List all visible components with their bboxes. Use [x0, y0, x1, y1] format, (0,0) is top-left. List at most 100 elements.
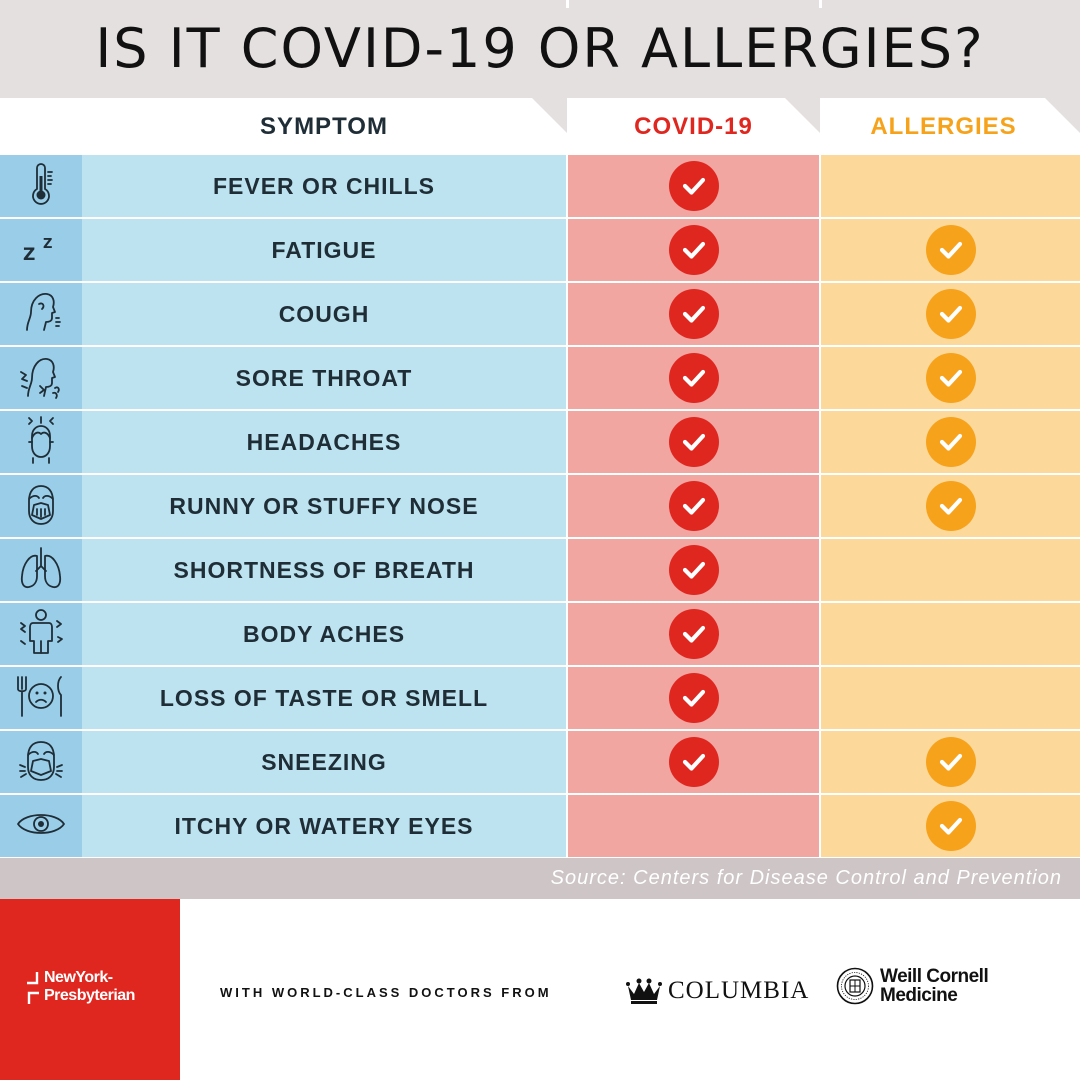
- checkmark-icon: [682, 305, 705, 323]
- eye-icon: [16, 809, 66, 844]
- checkmark-icon: [939, 433, 962, 451]
- table-row: LOSS OF TASTE OR SMELL: [0, 667, 1080, 731]
- sneezing-icon: [18, 737, 64, 788]
- columbia-logo: COLUMBIA: [626, 977, 809, 1005]
- tagline: WITH WORLD-CLASS DOCTORS FROM: [220, 985, 552, 1000]
- table-row: FEVER OR CHILLS: [0, 155, 1080, 219]
- allergies-check: [925, 225, 976, 275]
- symptom-label: SHORTNESS OF BREATH: [82, 539, 566, 601]
- symptom-label: RUNNY OR STUFFY NOSE: [82, 475, 566, 537]
- symptom-icon-cell: [0, 795, 82, 857]
- wcm-logo: Weill Cornell Medicine: [836, 966, 989, 1006]
- checkmark-icon: [682, 753, 705, 771]
- covid-cell: [568, 283, 819, 345]
- allergies-check: [925, 353, 976, 403]
- corner-fold: [532, 98, 567, 133]
- source-note: Source: Centers for Disease Control and …: [550, 867, 1062, 889]
- columbia-wordmark: COLUMBIA: [668, 977, 810, 1004]
- covid-cell: [568, 731, 819, 793]
- allergies-cell: [821, 347, 1080, 409]
- allergies-cell: [821, 155, 1080, 217]
- symptom-icon-cell: [0, 603, 82, 665]
- symptom-column-header: SYMPTOM: [260, 113, 388, 140]
- table-row: SNEEZING: [0, 731, 1080, 795]
- allergies-check: [925, 289, 976, 339]
- checkmark-icon: [682, 497, 705, 515]
- thermometer-icon: [21, 162, 61, 211]
- symptom-label: SNEEZING: [82, 731, 566, 793]
- symptom-label: FATIGUE: [82, 219, 566, 281]
- allergies-check: [925, 417, 976, 467]
- table-row: ITCHY OR WATERY EYES: [0, 795, 1080, 859]
- symptom-icon-cell: [0, 155, 82, 217]
- symptom-label: ITCHY OR WATERY EYES: [82, 795, 566, 857]
- table-row: RUNNY OR STUFFY NOSE: [0, 475, 1080, 539]
- checkmark-icon: [939, 753, 962, 771]
- allergies-cell: [821, 283, 1080, 345]
- symptom-label: FEVER OR CHILLS: [82, 155, 566, 217]
- headache-icon: [21, 415, 61, 469]
- covid-check: [668, 737, 719, 787]
- table-row: BODY ACHES: [0, 603, 1080, 667]
- covid-check: [668, 481, 719, 531]
- symptom-icon-cell: [0, 475, 82, 537]
- symptom-label: HEADACHES: [82, 411, 566, 473]
- allergies-cell: [821, 667, 1080, 729]
- covid-cell: [568, 155, 819, 217]
- table-row: HEADACHES: [0, 411, 1080, 475]
- symptom-icon-cell: [0, 347, 82, 409]
- covid-check: [668, 289, 719, 339]
- covid-cell: [568, 795, 819, 857]
- covid-cell: [568, 347, 819, 409]
- nyp-name-line2: Presbyterian: [44, 987, 135, 1004]
- symptom-icon-cell: [0, 667, 82, 729]
- nyp-mark-icon: [27, 972, 39, 1004]
- checkmark-icon: [939, 241, 962, 259]
- checkmark-icon: [682, 369, 705, 387]
- covid-cell: [568, 219, 819, 281]
- allergies-cell: [821, 219, 1080, 281]
- allergies-cell: [821, 475, 1080, 537]
- symptom-label: LOSS OF TASTE OR SMELL: [82, 667, 566, 729]
- nyp-logo: NewYork- Presbyterian: [26, 969, 135, 1005]
- covid-check: [668, 609, 719, 659]
- covid-check: [668, 417, 719, 467]
- symptom-icon-cell: [0, 411, 82, 473]
- allergies-cell: [821, 731, 1080, 793]
- wcm-wordmark-line1: Weill Cornell: [880, 966, 989, 987]
- checkmark-icon: [939, 497, 962, 515]
- svg-text:Z: Z: [43, 237, 52, 252]
- allergies-check: [925, 801, 976, 851]
- nyp-name-line1: NewYork-: [44, 969, 113, 986]
- covid-column-header: COVID-19: [634, 113, 753, 140]
- allergies-check: [925, 481, 976, 531]
- checkmark-icon: [939, 817, 962, 835]
- checkmark-icon: [682, 241, 705, 259]
- header-divider: [819, 0, 822, 8]
- table-row: SORE THROAT: [0, 347, 1080, 411]
- covid-check: [668, 161, 719, 211]
- corner-fold: [1045, 98, 1080, 133]
- cough-icon: [19, 288, 63, 341]
- symptom-label: COUGH: [82, 283, 566, 345]
- column-header-row: SYMPTOM COVID-19 ALLERGIES: [0, 98, 1080, 155]
- checkmark-icon: [939, 305, 962, 323]
- header-divider: [566, 0, 569, 8]
- checkmark-icon: [682, 561, 705, 579]
- checkmark-icon: [682, 177, 705, 195]
- wcm-wordmark-line2: Medicine: [880, 985, 958, 1006]
- checkmark-icon: [939, 369, 962, 387]
- covid-check: [668, 545, 719, 595]
- covid-cell: [568, 411, 819, 473]
- checkmark-icon: [682, 433, 705, 451]
- body-aches-icon: [18, 607, 64, 662]
- nyp-logo-block: NewYork- Presbyterian: [0, 899, 180, 1080]
- symptom-icon-cell: [0, 539, 82, 601]
- runny-nose-icon: [21, 481, 61, 532]
- allergies-cell: [821, 539, 1080, 601]
- sore-throat-icon: [18, 352, 64, 405]
